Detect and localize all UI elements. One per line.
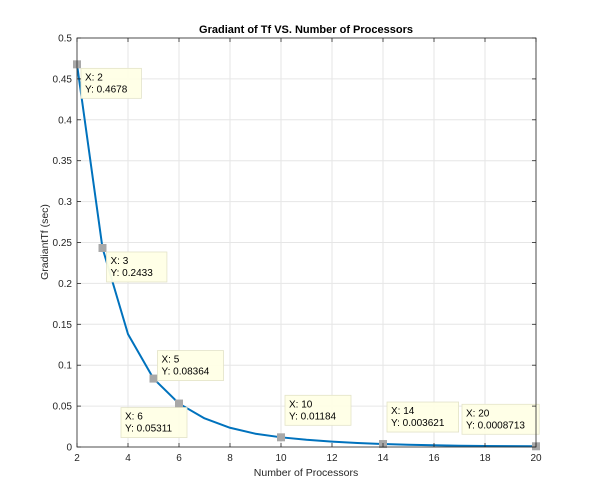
datatip-x-label: X: 20 (466, 408, 490, 419)
x-tick-label: 2 (74, 453, 80, 464)
x-tick-label: 8 (227, 453, 233, 464)
datatip-x-label: X: 6 (125, 412, 143, 423)
y-tick-label: 0.5 (58, 34, 72, 45)
datatip-y-label: Y: 0.4678 (85, 84, 128, 95)
datatip-x-label: X: 10 (289, 399, 313, 410)
y-tick-label: 0.15 (53, 320, 73, 331)
y-axis: 0 0.05 0.1 0.15 0.2 0.25 0.3 0.35 0.4 0.45 0.5 (53, 34, 536, 454)
datatip-box (284, 394, 352, 426)
x-tick-label: 6 (176, 453, 182, 464)
y-tick-label: 0.4 (58, 115, 72, 126)
y-tick-label: 0.25 (53, 238, 73, 249)
x-tick-label: 14 (377, 453, 389, 464)
chart-title: Gradiant of Tf VS. Number of Processors (199, 24, 413, 36)
x-axis: 2 4 6 8 10 12 14 16 18 20 (74, 38, 542, 464)
datatip-marker (175, 399, 183, 408)
datatip-x-label: X: 14 (391, 406, 415, 417)
datatip-marker (98, 243, 107, 252)
x-tick-label: 20 (530, 453, 542, 464)
datatips: X: 2Y: 0.4678 X: 3Y: 0.2433 X: 5Y: 0.08364… (80, 67, 540, 438)
x-tick-label: 18 (479, 453, 491, 464)
datatip-box (157, 350, 224, 381)
y-tick-label: 0.1 (58, 361, 72, 372)
datatip-x-label: X: 5 (162, 355, 180, 366)
y-tick-label: 0.35 (53, 156, 73, 167)
y-tick-label: 0.05 (53, 402, 73, 413)
datatip-y-label: Y: 0.08364 (162, 367, 210, 378)
y-axis-label: GradiantTf (sec) (39, 204, 51, 280)
datatip-y-label: Y: 0.003621 (391, 418, 445, 429)
datatip-y-label: Y: 0.05311 (125, 424, 173, 435)
x-tick-label: 10 (275, 453, 287, 464)
datatip-x-label: X: 3 (111, 256, 129, 267)
y-tick-label: 0 (66, 443, 72, 454)
datatip-box (106, 251, 168, 283)
x-tick-label: 16 (428, 453, 440, 464)
x-axis-label: Number of Processors (254, 467, 358, 479)
datatip-marker (277, 433, 285, 442)
datatip-y-label: Y: 0.01184 (289, 411, 337, 422)
y-tick-label: 0.3 (58, 197, 72, 208)
datatip-box (461, 403, 540, 435)
datatip-y-label: Y: 0.2433 (111, 268, 154, 279)
datatip-y-label: Y: 0.0008713 (466, 420, 525, 431)
datatip-box (120, 407, 188, 438)
datatip-box (386, 401, 459, 433)
datatip-x-label: X: 2 (85, 72, 103, 83)
x-tick-label: 4 (125, 453, 131, 464)
x-tick-label: 12 (326, 453, 338, 464)
y-tick-label: 0.2 (58, 279, 72, 290)
y-tick-label: 0.45 (53, 74, 73, 85)
datatip-box (80, 67, 142, 99)
datatip-marker (149, 374, 158, 383)
